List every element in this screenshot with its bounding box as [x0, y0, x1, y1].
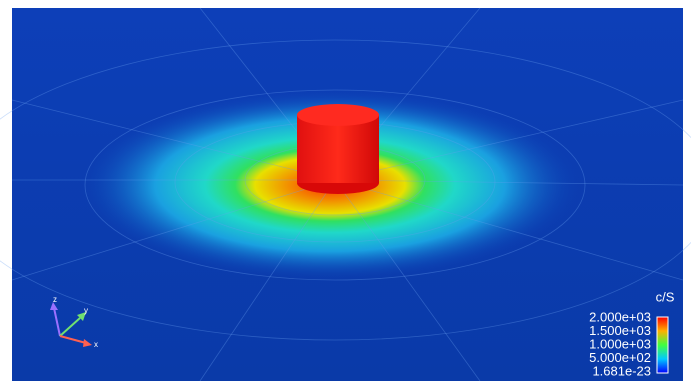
cylinder [297, 104, 379, 194]
colorbar-tick-label: 5.000e+02 [589, 350, 651, 365]
colorbar-tick-label: 2.000e+03 [589, 309, 651, 324]
axis-label: y [84, 306, 88, 315]
colorbar-tick-label: 1.500e+03 [589, 323, 651, 338]
colorbar-ticks: 2.000e+031.500e+031.000e+035.000e+021.68… [589, 309, 651, 378]
axis-label: z [53, 295, 57, 304]
axes-triad: z y x [50, 295, 98, 349]
colorbar [656, 316, 669, 374]
axis-label: x [94, 340, 98, 349]
colorbar-title: c/S [656, 289, 675, 304]
colorbar-tick-label: 1.000e+03 [589, 336, 651, 351]
mesh [0, 7, 691, 382]
colorbar-tick-label: 1.681e-23 [592, 363, 651, 378]
